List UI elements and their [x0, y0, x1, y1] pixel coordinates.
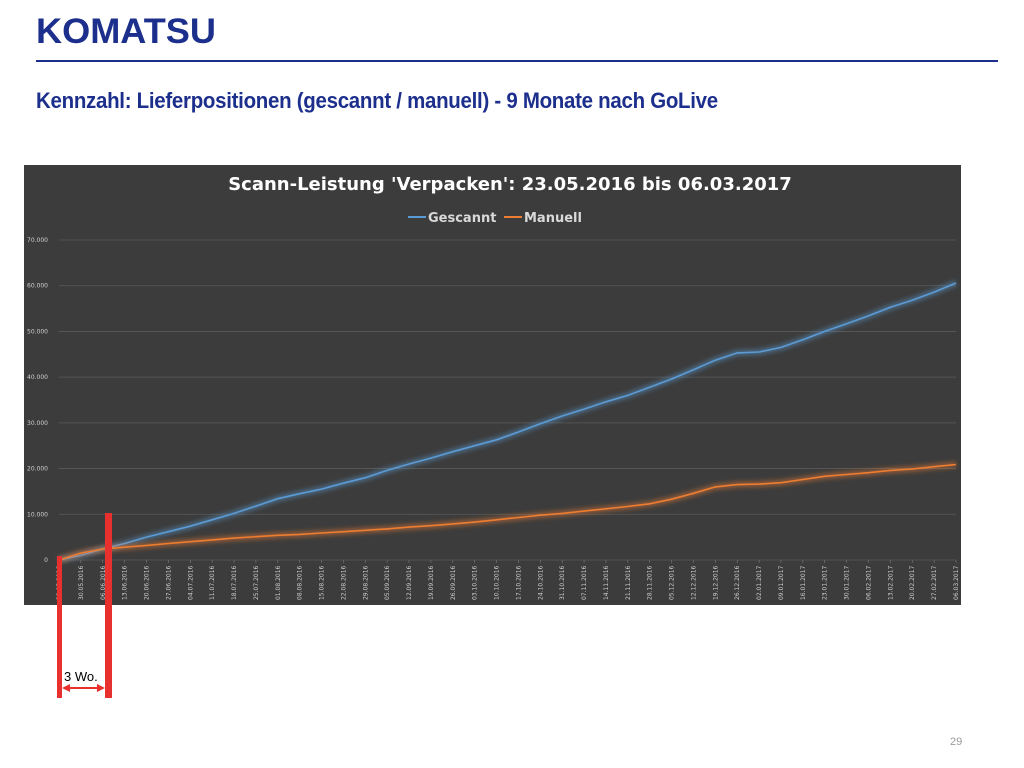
- y-tick-label-3: 30.000: [27, 420, 48, 427]
- x-tick-label-9: 25.07.2016: [253, 565, 260, 600]
- x-tick-label-1: 30.05.2016: [78, 565, 85, 600]
- x-tick-label-37: 06.02.2017: [865, 565, 872, 600]
- y-tick-label-6: 60.000: [27, 283, 48, 290]
- x-tick-label-5: 27.06.2016: [165, 565, 172, 600]
- x-tick-label-8: 18.07.2016: [231, 565, 238, 600]
- legend-label-1: Manuell: [524, 211, 582, 226]
- arrow-right-head: [97, 684, 105, 692]
- x-tick-label-29: 12.12.2016: [690, 565, 697, 600]
- komatsu-logo: KOMATSU: [36, 12, 216, 48]
- x-tick-label-27: 28.11.2016: [647, 565, 654, 600]
- x-tick-label-40: 27.02.2017: [931, 565, 938, 600]
- slide-title: Kennzahl: Lieferpositionen (gescannt / m…: [36, 88, 718, 113]
- x-tick-label-36: 30.01.2017: [844, 565, 851, 600]
- logo-text: KOMATSU: [36, 12, 216, 48]
- line-chart: Scann-Leistung 'Verpacken': 23.05.2016 b…: [27, 174, 960, 600]
- x-tick-label-0: 23.05.2016: [56, 565, 63, 600]
- x-tick-label-41: 06.03.2017: [953, 565, 960, 600]
- x-tick-label-11: 08.08.2016: [297, 565, 304, 600]
- header-divider: [36, 60, 998, 62]
- y-tick-label-7: 70.000: [27, 237, 48, 244]
- x-tick-label-23: 31.10.2016: [559, 565, 566, 600]
- three-weeks-label: 3 Wo.: [62, 669, 100, 684]
- series-line-0: [58, 282, 957, 561]
- x-tick-label-12: 15.08.2016: [319, 565, 326, 600]
- x-tick-label-15: 05.09.2016: [384, 565, 391, 600]
- x-tick-label-30: 19.12.2016: [712, 565, 719, 600]
- x-tick-label-3: 13.06.2016: [122, 565, 129, 600]
- y-tick-label-2: 20.000: [27, 466, 48, 473]
- x-tick-label-25: 14.11.2016: [603, 565, 610, 600]
- x-tick-label-31: 26.12.2016: [734, 565, 741, 600]
- x-tick-label-10: 01.08.2016: [275, 565, 282, 600]
- x-tick-label-19: 03.10.2016: [472, 565, 479, 600]
- x-tick-label-16: 12.09.2016: [406, 565, 413, 600]
- x-tick-label-2: 06.06.2016: [100, 565, 107, 600]
- x-tick-label-33: 09.01.2017: [778, 565, 785, 600]
- legend-label-0: Gescannt: [428, 211, 496, 226]
- x-tick-label-39: 20.02.2017: [909, 565, 916, 600]
- x-tick-label-34: 16.01.2017: [800, 565, 807, 600]
- arrow-left-head: [62, 684, 70, 692]
- x-tick-label-24: 07.11.2016: [581, 565, 588, 600]
- x-tick-label-21: 17.10.2016: [515, 565, 522, 600]
- x-tick-label-22: 24.10.2016: [537, 565, 544, 600]
- x-tick-label-35: 23.01.2017: [822, 565, 829, 600]
- x-tick-label-13: 22.08.2016: [340, 565, 347, 600]
- y-tick-label-4: 40.000: [27, 374, 48, 381]
- x-tick-label-6: 04.07.2016: [187, 565, 194, 600]
- x-tick-label-20: 10.10.2016: [494, 565, 501, 600]
- series-line-1: [58, 463, 957, 561]
- x-tick-label-14: 29.08.2016: [362, 565, 369, 600]
- y-tick-label-0: 0: [44, 557, 48, 564]
- x-tick-label-38: 13.02.2017: [887, 565, 894, 600]
- x-tick-label-4: 20.06.2016: [144, 565, 151, 600]
- x-tick-label-26: 21.11.2016: [625, 565, 632, 600]
- series-glow-1: [58, 461, 957, 563]
- chart-area: Scann-Leistung 'Verpacken': 23.05.2016 b…: [24, 165, 961, 605]
- x-tick-label-18: 26.09.2016: [450, 565, 457, 600]
- x-tick-label-7: 11.07.2016: [209, 565, 216, 600]
- y-tick-label-1: 10.000: [27, 511, 48, 518]
- x-tick-label-28: 05.12.2016: [669, 565, 676, 600]
- page-number: 29: [950, 736, 963, 748]
- x-tick-label-17: 19.09.2016: [428, 565, 435, 600]
- y-tick-label-5: 50.000: [27, 328, 48, 335]
- x-tick-label-32: 02.01.2017: [756, 565, 763, 600]
- chart-title: Scann-Leistung 'Verpacken': 23.05.2016 b…: [228, 174, 792, 195]
